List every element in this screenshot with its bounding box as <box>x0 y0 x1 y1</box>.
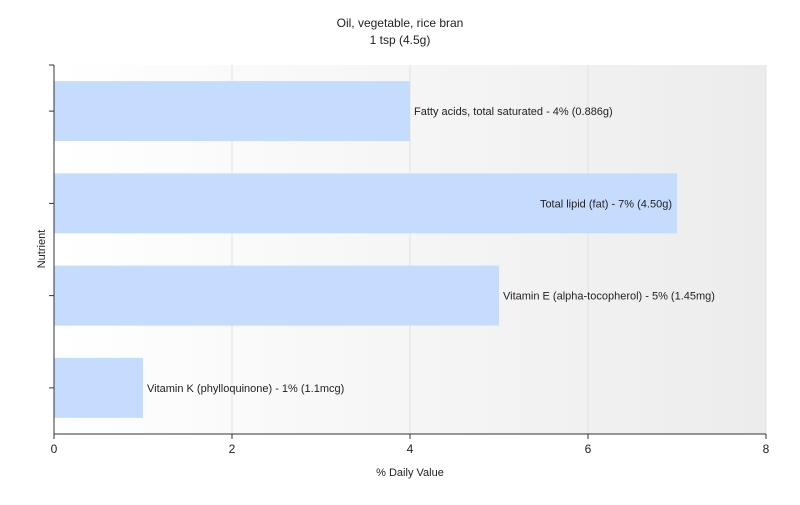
axes: 0 2 4 6 8 <box>49 64 770 456</box>
x-tick-label: 4 <box>407 442 414 456</box>
x-tick-label: 8 <box>763 442 770 456</box>
y-axis-label: Nutrient <box>36 230 48 269</box>
x-tick-label: 2 <box>229 442 236 456</box>
bar-label-2: Total lipid (fat) - 7% (4.50g) <box>540 198 672 210</box>
bar-4 <box>54 357 143 418</box>
x-tick-label: 6 <box>585 442 592 456</box>
bar-3 <box>54 265 499 326</box>
x-tick-label: 0 <box>51 442 58 456</box>
bars: Fatty acids, total saturated - 4% (0.886… <box>54 81 715 418</box>
chart-title: Oil, vegetable, rice bran <box>337 16 464 30</box>
bar-1 <box>54 81 410 142</box>
bar-label-4: Vitamin K (phylloquinone) - 1% (1.1mcg) <box>147 383 344 395</box>
bar-2 <box>54 173 677 234</box>
chart-subtitle: 1 tsp (4.5g) <box>370 33 431 47</box>
bar-label-1: Fatty acids, total saturated - 4% (0.886… <box>414 106 613 118</box>
bar-label-3: Vitamin E (alpha-tocopherol) - 5% (1.45m… <box>503 291 715 303</box>
x-axis-label: % Daily Value <box>376 467 444 479</box>
